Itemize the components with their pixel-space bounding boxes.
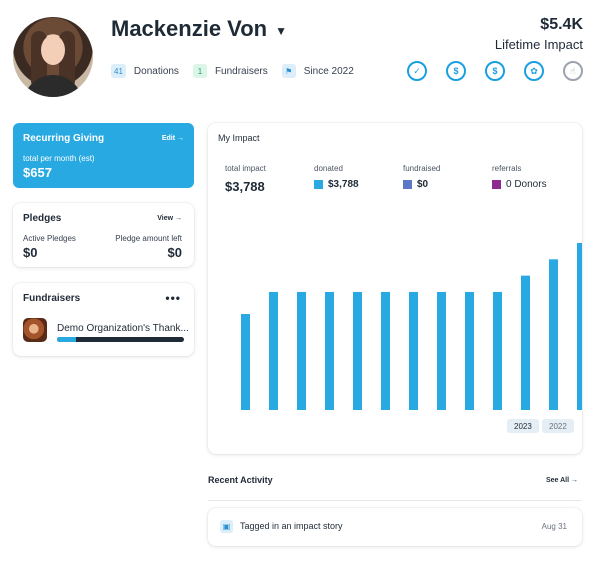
active-pledges-label: Active Pledges [23,234,76,243]
pledge-left-label: Pledge amount left [115,234,182,243]
pledges-card: Pledges View → Active Pledges Pledge amo… [13,203,194,267]
referrals-value: 0 Donors [506,179,547,190]
active-pledges-value: $0 [23,245,38,260]
chart-bar-0 [241,314,250,410]
chart-bar-4 [353,291,362,410]
donated-value: $3,788 [328,179,359,190]
check-badge-icon[interactable]: ✓ [407,61,427,81]
pledges-view-button[interactable]: View → [157,215,182,222]
see-all-link[interactable]: See All → [545,477,578,484]
pledges-title: Pledges [23,213,62,224]
dollar-badge-icon-2[interactable]: $ [485,61,505,81]
lifetime-impact: $5.4K Lifetime Impact [495,16,583,52]
fundraised-value: $0 [417,179,429,190]
recurring-title: Recurring Giving [23,133,105,144]
lifetime-amount: $5.4K [540,16,583,33]
flag-icon: ⚑ [281,64,296,78]
fundraisers-label: Fundraisers [214,65,268,77]
referrals-swatch [492,180,501,189]
donated-swatch [314,180,323,189]
fundraised-swatch [403,180,412,189]
fundraiser-thumbnail[interactable] [23,318,47,342]
stat-fundraisers: 1 Fundraisers [192,64,268,78]
chart-bar-5 [381,291,390,410]
total-value: $3,788 [225,179,265,194]
recent-activity-title: Recent Activity [208,475,273,485]
more-options-icon[interactable]: ••• [165,291,181,305]
fundraisers-card: Fundraisers ••• Demo Organization's Than… [13,283,194,356]
metric-referrals: referrals 0 Donors [492,164,547,190]
chart-bar-1 [269,291,278,410]
fundraisers-title: Fundraisers [23,293,81,304]
chart-bar-6 [409,291,418,410]
image-icon: ▣ [220,520,233,533]
profile-stats: 41 Donations 1 Fundraisers ⚑ Since 2022 [111,64,358,78]
lifetime-label: Lifetime Impact [494,37,583,52]
fundraisers-count: 1 [192,64,207,78]
stat-since: ⚑ Since 2022 [281,64,354,78]
chart-bar-3 [325,291,334,410]
divider [208,500,582,501]
achievement-badges: ✓ $ $ ✿ ☝ [407,61,583,81]
fundraiser-name[interactable]: Demo Organization's Thank... [57,323,189,334]
donations-count: 41 [111,64,126,78]
metric-total: total impact $3,788 [225,164,266,194]
total-label: total impact [225,164,266,173]
donated-label: donated [314,164,343,173]
chart-bar-7 [437,291,446,410]
fundraised-label: fundraised [403,164,441,173]
chevron-down-icon[interactable]: ▼ [275,24,287,38]
fundraiser-progress-bar [57,337,184,342]
avatar [13,17,93,97]
metric-fundraised: fundraised $0 [403,164,440,190]
recurring-value: $657 [23,165,52,180]
my-impact-card: My Impact total impact $3,788 donated $3… [208,123,582,454]
recurring-giving-card[interactable]: Recurring Giving Edit → total per month … [13,123,194,188]
chart-bar-10 [521,275,530,410]
activity-item[interactable]: ▣ Tagged in an impact story Aug 31 [208,508,582,546]
chart-bar-2 [297,291,306,410]
stat-donations: 41 Donations [111,64,179,78]
recurring-sub-label: total per month (est) [23,154,95,163]
donations-label: Donations [133,65,179,77]
impact-title: My Impact [218,133,260,143]
pledge-left-value: $0 [167,245,182,260]
dollar-badge-icon[interactable]: $ [446,61,466,81]
referrals-label: referrals [492,164,522,173]
impact-bar-chart [241,243,582,410]
chart-bar-12 [577,243,582,410]
since-label: Since 2022 [303,65,354,77]
recurring-edit-button[interactable]: Edit → [161,135,184,142]
chart-bar-9 [493,291,502,410]
profile-name: Mackenzie Von [111,16,268,41]
year-2023-button[interactable]: 2023 [507,419,539,433]
activity-text: Tagged in an impact story [240,521,343,531]
activity-date: Aug 31 [541,522,567,531]
star-badge-icon[interactable]: ✿ [524,61,544,81]
metric-donated: donated $3,788 [314,164,359,190]
fundraiser-progress-fill [57,337,77,342]
chart-bar-11 [549,259,558,410]
chart-bar-8 [465,291,474,410]
year-2022-button[interactable]: 2022 [542,419,574,433]
profile-name-row[interactable]: Mackenzie Von ▼ [111,16,287,42]
thumb-badge-icon[interactable]: ☝ [563,61,583,81]
